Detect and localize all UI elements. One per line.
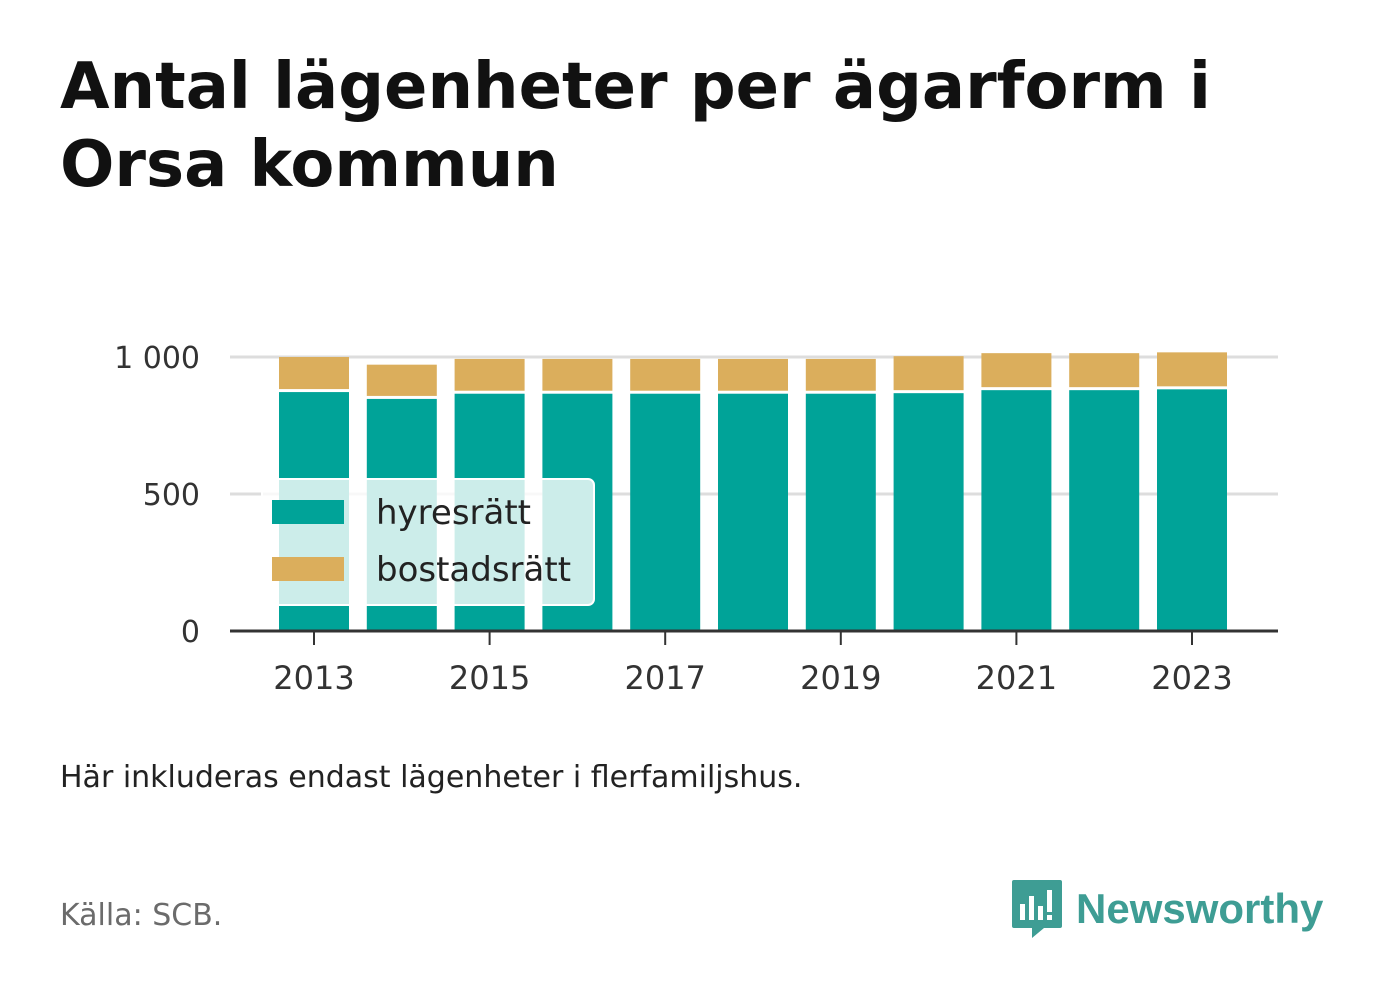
bar-segment-hyresratt xyxy=(1157,389,1227,631)
bar-segment-bostadsratt xyxy=(1069,353,1140,388)
bar-segment-hyresratt xyxy=(718,393,788,631)
bar-segment-bostadsratt xyxy=(454,358,525,391)
chart-note: Här inkluderas endast lägenheter i flerf… xyxy=(60,760,803,795)
bar-segment-bostadsratt xyxy=(805,358,876,391)
x-tick-label: 2015 xyxy=(449,659,530,697)
brand-logo[interactable]: Newsworthy xyxy=(1010,878,1323,940)
legend-label: bostadsrätt xyxy=(376,550,571,590)
x-tick-label: 2017 xyxy=(624,659,705,697)
bar-segment-hyresratt xyxy=(630,393,701,631)
legend: hyresrätt bostadsrätt xyxy=(261,478,595,606)
bar-segment-hyresratt xyxy=(1069,390,1140,631)
bar-segment-bostadsratt xyxy=(630,358,701,391)
bar-segment-bostadsratt xyxy=(366,364,437,396)
legend-swatch xyxy=(272,557,344,581)
x-tick-label: 2019 xyxy=(800,659,881,697)
bar-segment-bostadsratt xyxy=(542,358,613,391)
y-tick-label: 500 xyxy=(143,478,200,513)
legend-label: hyresrätt xyxy=(376,493,531,533)
axes: 0 500 1 000 2013 2015 2017 2019 2021 2023 xyxy=(114,341,1278,697)
x-tick-label: 2023 xyxy=(1151,659,1232,697)
bar-segment-bostadsratt xyxy=(279,357,349,390)
x-tick-label: 2013 xyxy=(273,659,354,697)
bar-segment-hyresratt xyxy=(981,390,1052,631)
chart-title: Antal lägenheter per ägarform i Orsa kom… xyxy=(60,50,1211,202)
legend-swatch xyxy=(272,500,344,524)
bar-segment-bostadsratt xyxy=(981,353,1052,388)
y-tick-label: 1 000 xyxy=(114,341,200,376)
bar-segment-bostadsratt xyxy=(893,356,964,391)
brand-name: Newsworthy xyxy=(1076,885,1324,932)
bar-segment-bostadsratt xyxy=(1157,352,1227,387)
legend-box xyxy=(261,478,595,606)
bar-segment-hyresratt xyxy=(805,393,876,631)
x-tick-label: 2021 xyxy=(976,659,1057,697)
bar-segment-bostadsratt xyxy=(718,358,788,391)
bar-chart-speech-bubble-icon xyxy=(1012,880,1062,938)
y-tick-label: 0 xyxy=(181,615,200,650)
source-credit: Källa: SCB. xyxy=(60,898,223,933)
bar-segment-hyresratt xyxy=(893,393,964,631)
